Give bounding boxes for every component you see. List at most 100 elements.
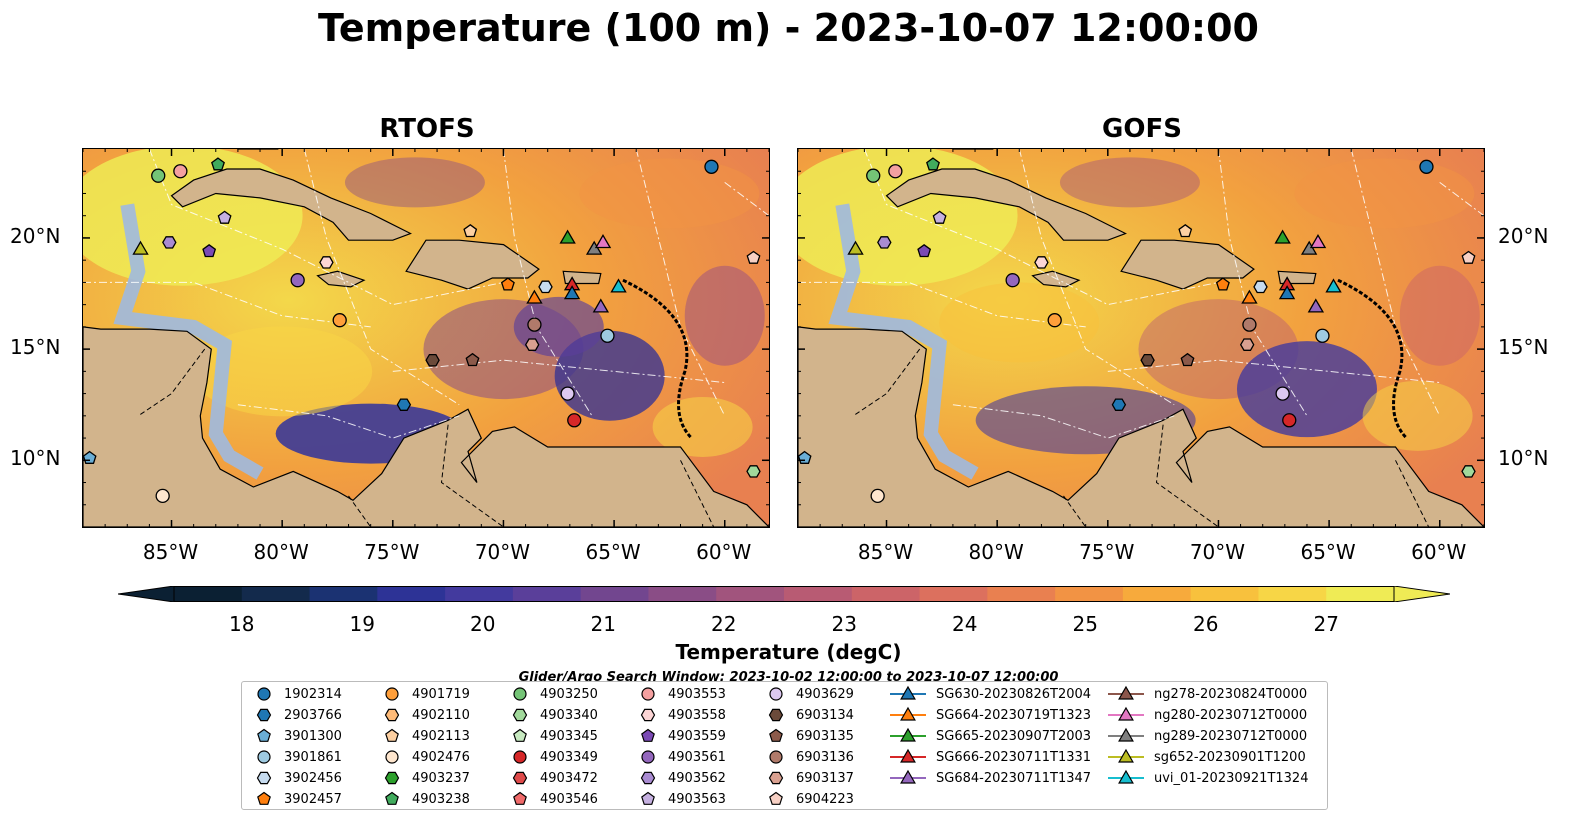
obs-1902314[interactable] — [704, 159, 719, 174]
obs-4903562[interactable] — [162, 236, 177, 249]
obs-4903340[interactable] — [1461, 465, 1476, 478]
land-central — [798, 326, 1484, 527]
obs-SG664-20230719T1323[interactable] — [1241, 289, 1258, 304]
obs-4903238[interactable] — [926, 157, 940, 171]
obs-4903562[interactable] — [877, 236, 892, 249]
obs-4903629[interactable] — [1275, 386, 1290, 401]
obs-4902113[interactable] — [463, 223, 478, 238]
obs-6903135[interactable] — [465, 352, 480, 367]
obs-4902476[interactable] — [870, 488, 885, 504]
obs-4903349[interactable] — [1282, 413, 1297, 428]
obs-SG665-20230907T2003[interactable] — [559, 229, 576, 244]
obs-1902314[interactable] — [1419, 159, 1434, 174]
obs-6903137[interactable] — [1239, 338, 1255, 351]
obs-4903553[interactable] — [173, 164, 188, 179]
circle-marker-icon — [257, 750, 271, 764]
obs-uvi_01-20230921T1324[interactable] — [1325, 278, 1342, 293]
obs-2903766[interactable] — [396, 398, 412, 411]
obs-4901719[interactable] — [1047, 313, 1062, 328]
obs-4903561[interactable] — [1005, 273, 1020, 288]
obs-4903340[interactable] — [746, 465, 761, 478]
obs-sg652-20230901T1200[interactable] — [847, 240, 864, 255]
obs-4903559[interactable] — [917, 243, 932, 258]
legend-item: 4903558 — [638, 705, 726, 725]
legend-label: 4903546 — [540, 791, 598, 807]
colorbar-segment — [377, 586, 446, 602]
map-panel-rtofs[interactable] — [82, 148, 770, 528]
obs-SG664-20230719T1323[interactable] — [526, 289, 543, 304]
obs-ng280-20230712T0000[interactable] — [594, 234, 612, 249]
obs-SG665-20230907T2003[interactable] — [1274, 229, 1291, 244]
obs-SG630-20230826T2004[interactable] — [1278, 285, 1296, 300]
legend-label: 4902110 — [412, 707, 470, 723]
land-pr — [1277, 270, 1317, 285]
obs-4903553[interactable] — [888, 164, 903, 179]
obs-6903134[interactable] — [1140, 353, 1155, 367]
legend-label: 4903553 — [668, 686, 726, 702]
triangle-marker-icon — [890, 685, 926, 700]
lon-tick-label: 65°W — [1300, 540, 1356, 564]
legend-item: 4901719 — [382, 684, 470, 704]
obs-3902457[interactable] — [1215, 277, 1230, 291]
obs-SG684-20230711T1347[interactable] — [592, 298, 610, 313]
colorbar-segment — [716, 586, 785, 602]
obs-3902457[interactable] — [500, 277, 515, 291]
obs-4903559[interactable] — [202, 243, 217, 258]
triangle-marker-icon — [1108, 706, 1144, 721]
obs-sg652-20230901T1200[interactable] — [132, 240, 149, 255]
colorbar-segment — [1122, 586, 1192, 602]
obs-3902456[interactable] — [538, 280, 553, 294]
colorbar-segment — [1190, 586, 1259, 602]
obs-4902476[interactable] — [155, 488, 170, 504]
obs-4903250[interactable] — [866, 168, 881, 183]
obs-6903136[interactable] — [1242, 317, 1257, 332]
legend-item: 2903766 — [254, 705, 342, 725]
lon-tick-label: 70°W — [1189, 540, 1246, 564]
obs-6903136[interactable] — [527, 317, 542, 332]
legend-label: 4903349 — [540, 749, 598, 765]
legend-label: 3902456 — [284, 770, 342, 786]
map-panel-gofs[interactable] — [797, 148, 1485, 528]
obs-3901861[interactable] — [600, 328, 615, 343]
colorbar-segment — [784, 586, 853, 602]
circle-marker-icon — [641, 687, 655, 701]
legend-label: 4903237 — [412, 770, 470, 786]
circle-marker-icon — [385, 750, 399, 764]
obs-4903563[interactable] — [217, 210, 232, 224]
obs-4901719[interactable] — [332, 313, 347, 328]
legend-label: 4903238 — [412, 791, 470, 807]
colorbar-tick-label: 21 — [590, 612, 616, 636]
colorbar-tick-label: 20 — [470, 612, 496, 636]
obs-SG630-20230826T2004[interactable] — [563, 285, 581, 300]
obs-6903135[interactable] — [1180, 352, 1195, 367]
obs-4903558[interactable] — [319, 256, 334, 269]
obs-4903238[interactable] — [211, 157, 225, 171]
legend-item: SG630-20230826T2004 — [888, 684, 1091, 704]
obs-3901861[interactable] — [1315, 328, 1330, 343]
obs-4903629[interactable] — [560, 386, 575, 401]
obs-2903766[interactable] — [1111, 398, 1127, 411]
hexagon-marker-icon — [256, 771, 272, 785]
obs-SG684-20230711T1347[interactable] — [1307, 298, 1325, 313]
lon-tick-label: 80°W — [968, 540, 1024, 564]
obs-4903250[interactable] — [151, 168, 166, 183]
obs-6904223[interactable] — [1461, 250, 1476, 264]
colorbar-segment — [580, 586, 649, 602]
obs-4903561[interactable] — [290, 273, 305, 288]
obs-3902456[interactable] — [1253, 280, 1268, 294]
obs-6904223[interactable] — [746, 250, 761, 264]
triangle-marker-icon — [1108, 685, 1144, 700]
obs-ng280-20230712T0000[interactable] — [1309, 234, 1327, 249]
hexagon-marker-icon — [768, 771, 784, 785]
land-hispaniola — [1120, 239, 1255, 290]
obs-4903349[interactable] — [567, 413, 582, 428]
obs-4902113[interactable] — [1178, 223, 1193, 238]
legend-item: ng278-20230824T0000 — [1106, 684, 1307, 704]
obs-6903137[interactable] — [524, 338, 540, 351]
legend-label: 4903562 — [668, 770, 726, 786]
obs-uvi_01-20230921T1324[interactable] — [610, 278, 627, 293]
obs-4903563[interactable] — [932, 210, 947, 224]
obs-6903134[interactable] — [425, 353, 440, 367]
obs-4903558[interactable] — [1034, 256, 1049, 269]
legend-label: 4903345 — [540, 728, 598, 744]
